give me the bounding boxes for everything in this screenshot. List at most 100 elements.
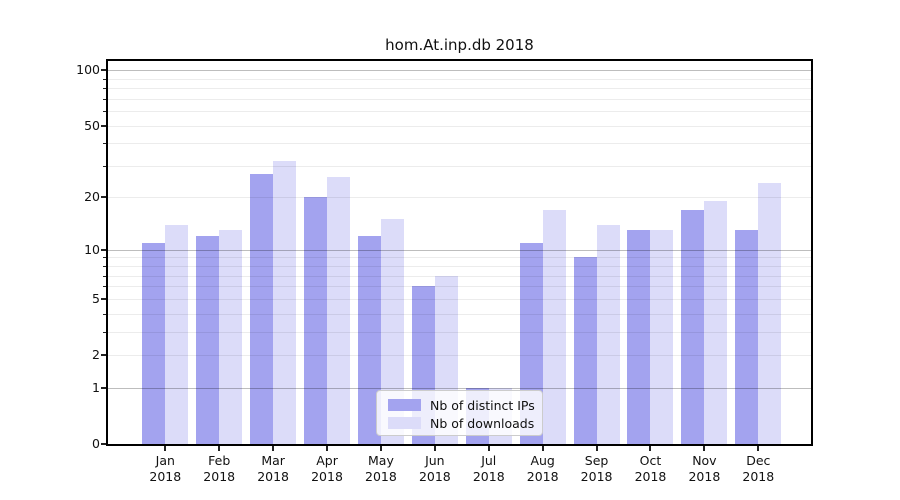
gridline-minor — [108, 313, 811, 315]
x-tick-label: Dec 2018 — [742, 453, 775, 484]
gridline-minor — [108, 143, 811, 145]
y-minor-tick-mark — [103, 88, 106, 90]
gridline-minor — [108, 275, 811, 277]
gridline-minor — [108, 266, 811, 268]
right-spine — [811, 59, 813, 446]
gridline-minor — [108, 286, 811, 288]
y-minor-tick-mark — [103, 98, 106, 100]
gridline-minor — [108, 355, 811, 356]
bar-distinct-ips — [196, 236, 220, 444]
y-minor-tick-mark — [103, 266, 106, 268]
y-minor-tick-mark — [103, 111, 106, 113]
bar-downloads — [758, 183, 782, 444]
x-tick-label: Jun 2018 — [418, 453, 451, 484]
bar-downloads — [327, 177, 351, 444]
gridline-minor — [108, 331, 811, 333]
bar-downloads — [273, 160, 297, 444]
x-tick-label: Jul 2018 — [472, 453, 505, 484]
gridline-major — [108, 249, 811, 251]
y-minor-tick-mark — [103, 257, 106, 259]
y-minor-tick-mark — [103, 355, 106, 356]
x-tick-mark — [649, 446, 652, 451]
bar-distinct-ips — [250, 174, 274, 444]
y-tick-label: 5 — [92, 290, 100, 306]
legend-label-distinct-ips: Nb of distinct IPs — [430, 397, 535, 413]
y-tick-label: 50 — [84, 117, 100, 133]
bar-downloads — [165, 224, 189, 444]
gridline-minor — [108, 111, 811, 113]
y-tick-label: 1 — [92, 379, 100, 395]
bar-distinct-ips — [573, 257, 597, 444]
x-tick-mark — [272, 446, 275, 451]
y-tick-mark — [101, 69, 106, 72]
gridline-minor — [108, 78, 811, 80]
chart-title: hom.At.inp.db 2018 — [385, 36, 534, 54]
x-tick-mark — [487, 446, 490, 451]
bar-downloads — [219, 230, 243, 444]
x-tick-mark — [326, 446, 329, 451]
y-tick-label: 10 — [84, 241, 100, 257]
legend: Nb of distinct IPs Nb of downloads — [376, 390, 543, 436]
bar-distinct-ips — [681, 209, 705, 444]
x-tick-mark — [164, 446, 167, 451]
x-tick-label: Oct 2018 — [634, 453, 667, 484]
y-minor-tick-mark — [103, 197, 106, 199]
y-minor-tick-mark — [103, 78, 106, 80]
x-tick-label: Mar 2018 — [257, 453, 290, 484]
bar-distinct-ips — [627, 230, 651, 444]
gridline-minor — [108, 88, 811, 90]
x-tick-mark — [703, 446, 706, 451]
y-tick-label: 2 — [92, 347, 100, 362]
y-minor-tick-mark — [103, 331, 106, 333]
bar-downloads — [596, 224, 620, 444]
y-minor-tick-mark — [103, 275, 106, 277]
gridline-minor — [108, 197, 811, 199]
bar-distinct-ips — [735, 230, 759, 444]
legend-swatch-downloads — [388, 417, 421, 429]
y-tick-label: 0 — [92, 436, 100, 451]
x-tick-label: May 2018 — [365, 453, 397, 484]
legend-swatch-distinct-ips — [388, 399, 421, 411]
gridline-minor — [108, 98, 811, 100]
x-tick-mark — [433, 446, 436, 451]
bar-downloads — [650, 230, 674, 444]
x-tick-label: Feb 2018 — [203, 453, 236, 484]
bar-distinct-ips — [357, 236, 381, 444]
y-minor-tick-mark — [103, 125, 106, 127]
y-tick-mark — [101, 248, 106, 251]
x-tick-label: Sep 2018 — [580, 453, 613, 484]
gridline-minor — [108, 298, 811, 300]
top-spine — [106, 59, 813, 61]
bar-distinct-ips — [142, 242, 166, 444]
x-tick-label: Nov 2018 — [688, 453, 721, 484]
x-tick-mark — [541, 446, 544, 451]
y-tick-label: 20 — [84, 189, 100, 205]
legend-row: Nb of distinct IPs — [388, 396, 542, 414]
y-tick-mark — [101, 443, 106, 445]
y-tick-mark — [101, 386, 106, 389]
gridline-minor — [108, 257, 811, 259]
y-tick-label: 100 — [76, 62, 100, 78]
bar-downloads — [704, 201, 728, 444]
bottom-spine — [106, 444, 813, 446]
y-minor-tick-mark — [103, 298, 106, 300]
gridline-major — [108, 70, 811, 72]
gridline-minor — [108, 125, 811, 127]
x-tick-mark — [379, 446, 382, 451]
x-tick-label: Jan 2018 — [149, 453, 182, 484]
plot-area: Nb of distinct IPs Nb of downloads — [108, 61, 811, 444]
y-minor-tick-mark — [103, 143, 106, 145]
y-minor-tick-mark — [103, 313, 106, 315]
x-tick-mark — [218, 446, 221, 451]
bar-downloads — [542, 209, 566, 444]
x-tick-label: Aug 2018 — [526, 453, 559, 484]
bar-downloads — [380, 219, 404, 444]
bar-distinct-ips — [304, 197, 328, 444]
x-tick-label: Apr 2018 — [311, 453, 343, 484]
left-spine — [106, 59, 108, 446]
legend-label-downloads: Nb of downloads — [430, 415, 535, 431]
legend-row: Nb of downloads — [388, 414, 542, 432]
x-tick-mark — [757, 446, 760, 451]
y-minor-tick-mark — [103, 165, 106, 167]
